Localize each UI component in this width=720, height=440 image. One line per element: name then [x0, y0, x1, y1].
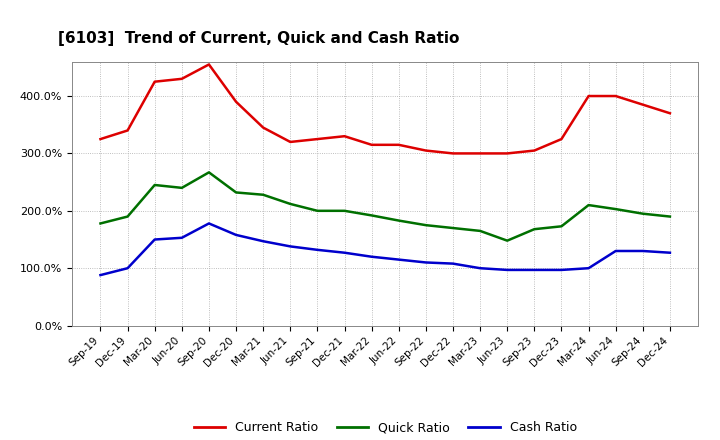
Line: Quick Ratio: Quick Ratio [101, 172, 670, 241]
Current Ratio [395, 142, 403, 147]
Current Ratio [665, 110, 674, 116]
Text: [6103]  Trend of Current, Quick and Cash Ratio: [6103] Trend of Current, Quick and Cash … [58, 31, 459, 46]
Cash Ratio [584, 266, 593, 271]
Current Ratio [178, 76, 186, 81]
Current Ratio [96, 136, 105, 142]
Quick Ratio [503, 238, 511, 243]
Current Ratio [449, 151, 457, 156]
Current Ratio [584, 93, 593, 99]
Quick Ratio [530, 227, 539, 232]
Current Ratio [286, 139, 294, 145]
Cash Ratio [341, 250, 349, 255]
Quick Ratio [259, 192, 268, 198]
Current Ratio [611, 93, 620, 99]
Cash Ratio [421, 260, 430, 265]
Cash Ratio [503, 267, 511, 272]
Quick Ratio [395, 218, 403, 223]
Cash Ratio [96, 272, 105, 278]
Legend: Current Ratio, Quick Ratio, Cash Ratio: Current Ratio, Quick Ratio, Cash Ratio [189, 416, 582, 439]
Quick Ratio [178, 185, 186, 191]
Cash Ratio [530, 267, 539, 272]
Cash Ratio [123, 266, 132, 271]
Quick Ratio [557, 224, 566, 229]
Quick Ratio [341, 208, 349, 213]
Current Ratio [204, 62, 213, 67]
Cash Ratio [611, 248, 620, 253]
Cash Ratio [286, 244, 294, 249]
Cash Ratio [150, 237, 159, 242]
Quick Ratio [96, 221, 105, 226]
Cash Ratio [313, 247, 322, 253]
Quick Ratio [449, 225, 457, 231]
Cash Ratio [665, 250, 674, 255]
Current Ratio [123, 128, 132, 133]
Current Ratio [341, 134, 349, 139]
Current Ratio [313, 136, 322, 142]
Quick Ratio [584, 202, 593, 208]
Current Ratio [557, 136, 566, 142]
Quick Ratio [611, 206, 620, 212]
Cash Ratio [557, 267, 566, 272]
Current Ratio [259, 125, 268, 130]
Current Ratio [367, 142, 376, 147]
Cash Ratio [178, 235, 186, 240]
Cash Ratio [476, 266, 485, 271]
Quick Ratio [313, 208, 322, 213]
Cash Ratio [639, 248, 647, 253]
Current Ratio [530, 148, 539, 153]
Quick Ratio [476, 228, 485, 234]
Line: Current Ratio: Current Ratio [101, 65, 670, 154]
Line: Cash Ratio: Cash Ratio [101, 224, 670, 275]
Quick Ratio [421, 223, 430, 228]
Quick Ratio [123, 214, 132, 219]
Current Ratio [639, 102, 647, 107]
Cash Ratio [367, 254, 376, 259]
Quick Ratio [232, 190, 240, 195]
Cash Ratio [259, 238, 268, 244]
Quick Ratio [204, 170, 213, 175]
Quick Ratio [286, 201, 294, 206]
Quick Ratio [665, 214, 674, 219]
Current Ratio [421, 148, 430, 153]
Current Ratio [232, 99, 240, 104]
Cash Ratio [232, 232, 240, 238]
Quick Ratio [150, 182, 159, 187]
Current Ratio [150, 79, 159, 84]
Cash Ratio [204, 221, 213, 226]
Quick Ratio [367, 213, 376, 218]
Cash Ratio [395, 257, 403, 262]
Current Ratio [503, 151, 511, 156]
Cash Ratio [449, 261, 457, 266]
Current Ratio [476, 151, 485, 156]
Quick Ratio [639, 211, 647, 216]
